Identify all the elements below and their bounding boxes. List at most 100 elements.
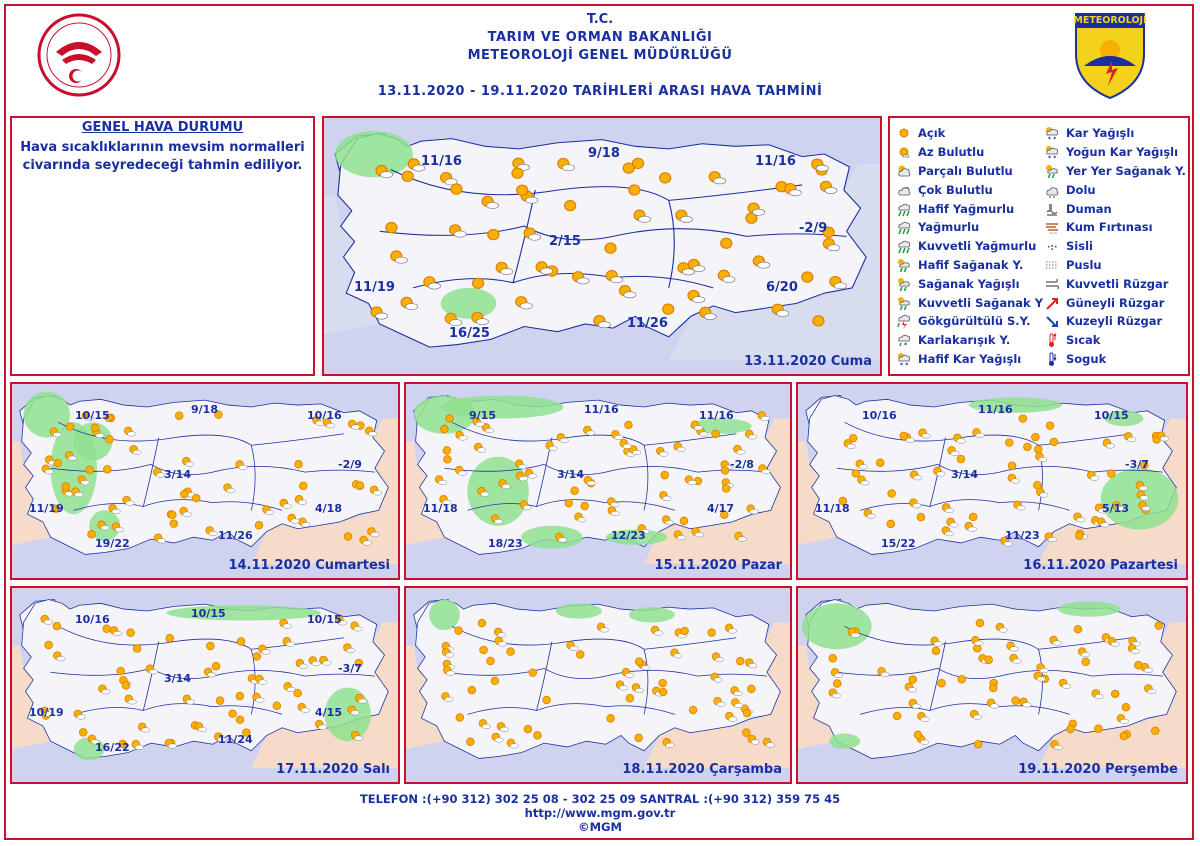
weather-icon — [811, 158, 829, 172]
forecast-date-label: 18.11.2020 Çarşamba — [622, 762, 782, 777]
weather-icon — [658, 678, 667, 688]
footer-phone: TELEFON :(+90 312) 302 25 08 - 302 25 09… — [359, 792, 841, 806]
weather-icon — [454, 465, 468, 476]
temperature-label: 10/15 — [307, 613, 342, 626]
weather-icon — [731, 698, 744, 709]
weather-icon — [369, 485, 383, 496]
weather-icon — [1154, 621, 1163, 630]
weather-icon — [1094, 724, 1103, 733]
weather-icon — [1135, 481, 1148, 491]
weather-icon — [385, 221, 398, 234]
legend-panel: Açık Az Bulutlu Parçalı Bulutlu Çok Bulutlu… — [888, 116, 1190, 376]
legend-item: Sıcak — [1044, 331, 1186, 350]
weather-icon — [909, 470, 923, 481]
weather-icon — [118, 739, 127, 749]
weather-icon — [85, 465, 94, 475]
weather-icon — [53, 651, 66, 662]
legend-label: Sıcak — [1066, 333, 1101, 348]
weather-icon — [1049, 437, 1059, 447]
weather-icon — [294, 495, 307, 505]
temperature-label: 11/26 — [218, 529, 253, 542]
weather-icon — [917, 711, 930, 722]
footer-url[interactable]: http://www.mgm.gov.tr — [524, 806, 676, 820]
weather-icon — [618, 284, 637, 299]
weather-icon — [44, 640, 53, 650]
neighbor-land — [406, 418, 790, 564]
weather-icon — [606, 714, 615, 723]
general-weather-panel: GENEL HAVA DURUMU Hava sıcaklıklarının m… — [10, 116, 315, 376]
weather-icon — [364, 426, 378, 437]
weather-icon — [64, 450, 77, 461]
weather-icon — [443, 665, 456, 676]
weather-icon — [622, 162, 635, 174]
weather-icon — [758, 464, 771, 475]
weather-icon — [293, 688, 302, 698]
weather-icon — [904, 682, 917, 693]
weather-icon — [660, 470, 669, 480]
temperature-label: 11/16 — [584, 403, 619, 416]
region-border — [859, 499, 1070, 511]
weather-icon — [574, 512, 587, 523]
weather-icon — [65, 422, 75, 431]
weather-icon — [658, 687, 668, 697]
weather-icon — [1073, 625, 1083, 634]
weather-icon — [440, 424, 449, 434]
legend-item: Hafif Yağmurlu — [896, 199, 1043, 218]
precipitation-area — [555, 603, 602, 619]
weather-icon — [916, 512, 926, 522]
weather-icon — [104, 413, 113, 422]
weather-icon — [477, 486, 490, 497]
weather-icon — [164, 738, 177, 749]
weather-icon — [124, 694, 137, 705]
precipitation-area — [801, 603, 872, 650]
region-border — [50, 464, 375, 476]
weather-icon — [254, 521, 264, 530]
legend-item: Yağmurlu — [896, 218, 1043, 237]
weather-icon — [1116, 714, 1129, 724]
turkey-map — [798, 599, 1186, 768]
precipitation-area — [335, 130, 413, 178]
legend-label: Duman — [1066, 201, 1112, 216]
temperature-label: 10/15 — [191, 607, 226, 620]
weather-icon — [1044, 532, 1057, 543]
weather-icon — [629, 445, 642, 456]
legend-label: Hafif Sağanak Y. — [918, 257, 1024, 272]
weather-icon — [611, 430, 624, 440]
legend-item: Gökgürültülü S.Y. — [896, 312, 1043, 331]
weather-icon — [423, 276, 441, 290]
legend-item: Duman — [1044, 199, 1186, 218]
region-border — [73, 703, 283, 715]
weather-icon — [1073, 512, 1086, 523]
temperature-label: -2/8 — [730, 458, 754, 471]
weather-icon — [1110, 689, 1120, 699]
anatolia-region — [415, 599, 781, 759]
weather-icon — [661, 515, 675, 526]
weather-icon — [375, 164, 393, 179]
legend-item: Dolu — [1044, 180, 1186, 199]
weather-icon — [1138, 501, 1151, 511]
weather-icon — [1066, 724, 1075, 734]
legend-label: Gökgürültülü S.Y. — [918, 314, 1031, 329]
weather-icon — [390, 250, 408, 264]
weather-icon — [214, 410, 223, 419]
weather-icon — [343, 643, 356, 654]
weather-icon — [662, 303, 675, 315]
temperature-label: 2/15 — [549, 234, 581, 249]
region-border — [643, 445, 649, 511]
weather-icon — [1035, 452, 1048, 463]
weather-icon — [174, 411, 184, 420]
temperature-label: -2/9 — [338, 458, 362, 471]
temperature-label: 11/16 — [755, 154, 796, 169]
temperature-label: 16/25 — [449, 326, 490, 341]
weather-icon — [607, 497, 620, 508]
weather-icon — [496, 722, 509, 732]
weather-icon — [206, 641, 215, 651]
turkey-map — [12, 391, 398, 565]
weather-icon — [1123, 432, 1137, 442]
weather-icon — [490, 514, 504, 525]
weather-icon — [203, 667, 217, 678]
weather-icon — [713, 696, 726, 707]
light-rain-icon — [898, 203, 911, 216]
temperature-label: 4/17 — [707, 502, 734, 515]
weather-icon — [322, 418, 336, 429]
